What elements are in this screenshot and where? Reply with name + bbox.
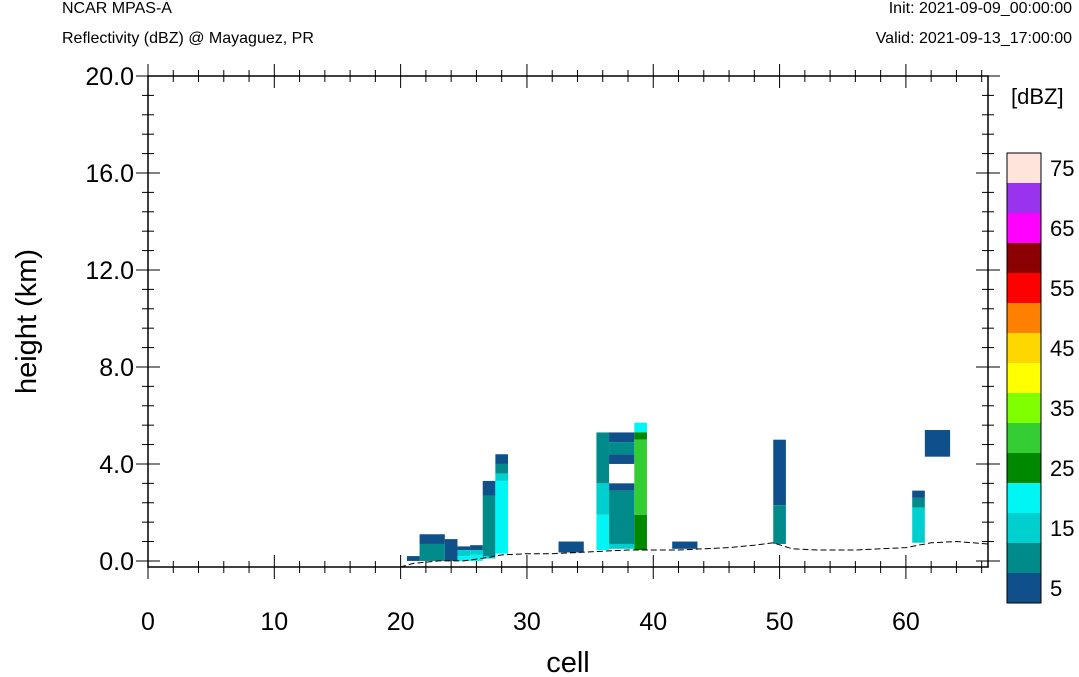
reflectivity-cell <box>470 545 483 551</box>
reflectivity-cell <box>634 422 647 433</box>
reflectivity-cell <box>482 556 496 559</box>
reflectivity-cell <box>596 514 610 551</box>
reflectivity-cell <box>609 454 635 464</box>
reflectivity-cell <box>470 550 483 555</box>
reflectivity-cell <box>609 543 635 549</box>
reflectivity-cell <box>634 432 647 440</box>
reflectivity-cell <box>634 514 647 551</box>
colorbar-swatch <box>1007 393 1041 423</box>
x-tick-label: 50 <box>766 608 794 636</box>
x-tick-label: 20 <box>387 608 415 636</box>
reflectivity-cell <box>609 432 635 443</box>
reflectivity-cells <box>406 422 951 561</box>
y-tick-label: 12.0 <box>85 257 134 285</box>
reflectivity-cell <box>482 495 496 557</box>
reflectivity-cell <box>457 556 471 561</box>
colorbar-swatch <box>1007 243 1041 273</box>
model-title: NCAR MPAS-A <box>62 0 172 17</box>
colorbar-swatch <box>1007 183 1041 213</box>
colorbar-swatch <box>1007 273 1041 303</box>
y-axis-label: height (km) <box>11 249 43 394</box>
reflectivity-cell <box>773 505 786 544</box>
colorbar-swatch <box>1007 333 1041 363</box>
reflectivity-cell <box>482 480 496 496</box>
reflectivity-cell <box>495 454 508 464</box>
reflectivity-cell <box>596 483 610 515</box>
y-tick-label: 20.0 <box>85 63 134 91</box>
colorbar-label: 15 <box>1050 516 1074 541</box>
reflectivity-cell <box>596 432 610 484</box>
reflectivity-cell <box>609 483 635 491</box>
y-tick-label: 4.0 <box>99 451 134 479</box>
colorbar-frame <box>1006 152 1042 604</box>
axis-ticks <box>136 64 1000 579</box>
colorbar-label: 65 <box>1050 216 1074 241</box>
reflectivity-cell <box>457 546 471 551</box>
colorbar-swatch <box>1007 543 1041 573</box>
colorbar-swatch <box>1007 303 1041 333</box>
x-tick-label: 60 <box>892 608 920 636</box>
y-tick-label: 0.0 <box>99 548 134 576</box>
x-tick-label: 10 <box>260 608 288 636</box>
reflectivity-cell <box>912 507 925 543</box>
y-tick-label: 16.0 <box>85 160 134 188</box>
reflectivity-cell <box>495 463 508 474</box>
y-tick-label: 8.0 <box>99 354 134 382</box>
colorbar-swatch <box>1007 513 1041 543</box>
x-axis-label: cell <box>546 647 590 677</box>
reflectivity-cell <box>406 556 420 561</box>
colorbar-label: 75 <box>1050 156 1074 181</box>
reflectivity-cell <box>609 442 635 455</box>
reflectivity-cell <box>924 430 951 457</box>
colorbar-label: 45 <box>1050 336 1074 361</box>
colorbar-swatch <box>1007 363 1041 393</box>
colorbar-swatch <box>1007 483 1041 513</box>
plot-frame <box>147 75 989 568</box>
colorbar-label: 25 <box>1050 456 1074 481</box>
terrain-line <box>148 540 989 568</box>
colorbar-label: 35 <box>1050 396 1074 421</box>
x-tick-label: 0 <box>141 608 155 636</box>
reflectivity-cell <box>672 541 698 549</box>
reflectivity-cell <box>773 439 786 506</box>
colorbar-unit: [dBZ] <box>1011 84 1064 109</box>
reflectivity-cell <box>912 490 925 498</box>
reflectivity-cell <box>558 541 584 553</box>
tick-labels: 0 10 20 30 40 50 60 0.0 4.0 8.0 12.0 16.0 20.0 <box>85 63 919 636</box>
x-tick-label: 40 <box>639 608 667 636</box>
reflectivity-cell <box>419 543 445 561</box>
colorbar: 5 15 25 35 45 55 65 75 <box>1006 152 1074 604</box>
reflectivity-cell <box>609 490 635 544</box>
colorbar-label: 5 <box>1050 576 1062 601</box>
colorbar-swatch <box>1007 153 1041 183</box>
x-tick-label: 30 <box>513 608 541 636</box>
colorbar-swatch <box>1007 573 1041 603</box>
reflectivity-cell <box>470 554 483 561</box>
reflectivity-cell <box>419 534 445 544</box>
colorbar-swatch <box>1007 213 1041 243</box>
colorbar-swatch <box>1007 453 1041 483</box>
field-title: Reflectivity (dBZ) @ Mayaguez, PR <box>62 30 314 47</box>
reflectivity-cell <box>912 497 925 508</box>
reflectivity-cell <box>495 480 508 554</box>
colorbar-swatch <box>1007 423 1041 453</box>
terrain-profile <box>148 540 989 568</box>
valid-time: Valid: 2021-09-13_17:00:00 <box>875 30 1072 47</box>
reflectivity-cell <box>495 473 508 481</box>
reflectivity-cell <box>634 439 647 515</box>
reflectivity-cell <box>457 550 471 557</box>
colorbar-label: 55 <box>1050 276 1074 301</box>
init-time: Init: 2021-09-09_00:00:00 <box>888 0 1072 17</box>
reflectivity-cell <box>444 539 458 561</box>
